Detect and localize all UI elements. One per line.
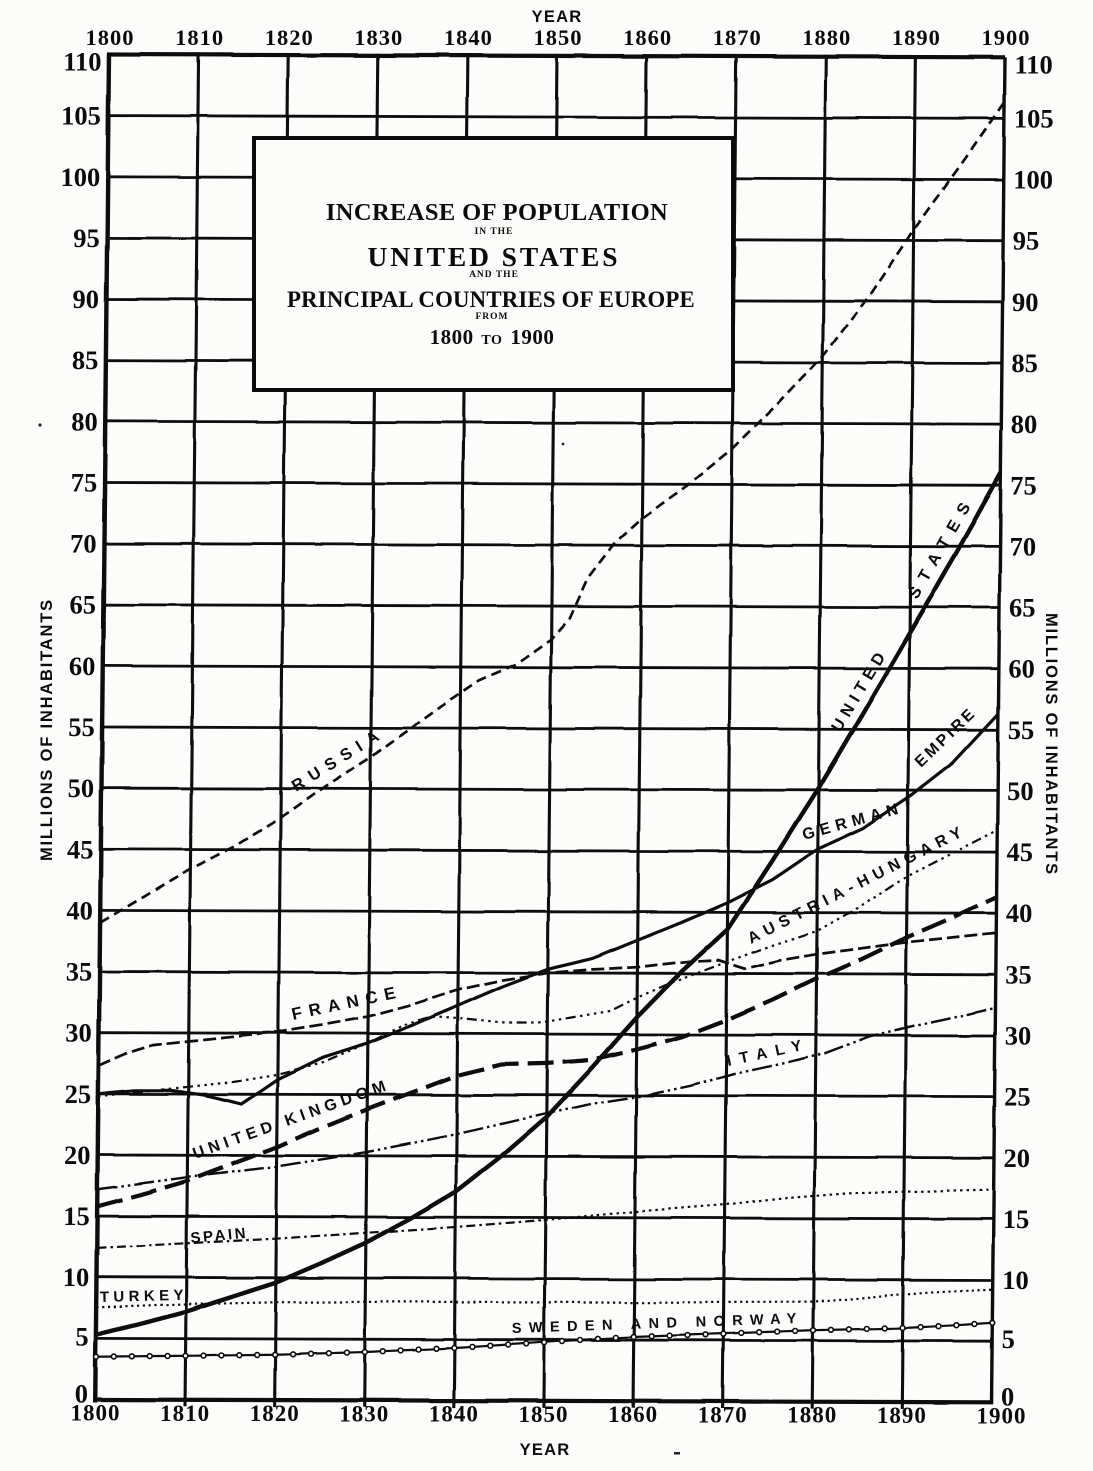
svg-text:25: 25 <box>65 1079 92 1109</box>
svg-text:1900: 1900 <box>982 25 1031 50</box>
svg-text:35: 35 <box>66 957 93 987</box>
svg-text:MILLIONS OF INHABITANTS: MILLIONS OF INHABITANTS <box>1042 613 1060 876</box>
svg-text:100: 100 <box>1013 165 1053 195</box>
svg-text:1890: 1890 <box>892 25 941 50</box>
svg-text:1900: 1900 <box>977 1403 1027 1428</box>
svg-text:IN THE: IN THE <box>475 227 514 237</box>
svg-text:90: 90 <box>73 284 100 314</box>
svg-text:1850: 1850 <box>519 1402 569 1427</box>
svg-text:TURKEY: TURKEY <box>100 1287 188 1306</box>
svg-text:5: 5 <box>1002 1324 1015 1354</box>
svg-text:110: 110 <box>63 47 101 77</box>
svg-text:10: 10 <box>63 1262 90 1292</box>
svg-text:YEAR: YEAR <box>532 8 583 26</box>
svg-text:15: 15 <box>1003 1204 1030 1234</box>
svg-text:1870: 1870 <box>713 25 762 50</box>
svg-text:50: 50 <box>1007 776 1034 806</box>
svg-text:40: 40 <box>66 895 93 925</box>
svg-text:110: 110 <box>1015 49 1053 79</box>
svg-text:40: 40 <box>1006 898 1033 928</box>
svg-text:PRINCIPAL COUNTRIES OF EUROPE: PRINCIPAL COUNTRIES OF EUROPE <box>287 287 695 312</box>
svg-text:FROM: FROM <box>475 312 508 322</box>
svg-text:1830: 1830 <box>354 25 403 50</box>
svg-text:1820: 1820 <box>265 25 314 50</box>
svg-text:1850: 1850 <box>534 25 583 50</box>
svg-text:1860: 1860 <box>623 25 672 50</box>
svg-text:95: 95 <box>73 223 100 253</box>
svg-text:INCREASE OF POPULATION: INCREASE OF POPULATION <box>326 199 668 226</box>
svg-text:85: 85 <box>72 345 99 375</box>
svg-text:0: 0 <box>1001 1381 1014 1411</box>
svg-text:SPAIN: SPAIN <box>190 1225 249 1247</box>
svg-text:80: 80 <box>1011 409 1038 439</box>
svg-text:1800: 1800 <box>86 25 135 50</box>
svg-text:90: 90 <box>1012 287 1039 317</box>
svg-text:30: 30 <box>1005 1021 1031 1051</box>
svg-text:50: 50 <box>68 773 95 803</box>
svg-text:80: 80 <box>71 406 98 436</box>
svg-text:0: 0 <box>75 1379 88 1409</box>
svg-text:100: 100 <box>61 162 101 192</box>
svg-text:75: 75 <box>1010 470 1036 500</box>
svg-text:65: 65 <box>1009 593 1036 623</box>
svg-text:5: 5 <box>75 1321 88 1351</box>
svg-text:1810: 1810 <box>175 25 224 50</box>
svg-text:45: 45 <box>67 834 94 864</box>
svg-text:15: 15 <box>63 1201 90 1231</box>
svg-text:1870: 1870 <box>698 1403 748 1428</box>
svg-text:1890: 1890 <box>877 1403 927 1428</box>
svg-text:85: 85 <box>1011 348 1038 378</box>
svg-text:1880: 1880 <box>787 1403 837 1428</box>
svg-text:1840: 1840 <box>429 1402 479 1427</box>
svg-text:65: 65 <box>70 590 97 620</box>
svg-text:70: 70 <box>70 529 97 559</box>
svg-text:30: 30 <box>65 1018 92 1048</box>
svg-text:20: 20 <box>1004 1143 1031 1173</box>
svg-text:25: 25 <box>1004 1082 1031 1112</box>
svg-text:60: 60 <box>1008 654 1035 684</box>
svg-text:1840: 1840 <box>444 25 493 50</box>
svg-text:45: 45 <box>1007 837 1034 867</box>
svg-text:75: 75 <box>71 468 98 498</box>
svg-text:AND THE: AND THE <box>469 270 519 280</box>
svg-text:1860: 1860 <box>608 1402 658 1427</box>
svg-text:55: 55 <box>68 712 95 742</box>
svg-text:55: 55 <box>1008 715 1034 745</box>
svg-text:10: 10 <box>1002 1265 1028 1295</box>
svg-text:20: 20 <box>64 1140 91 1170</box>
svg-text:1810: 1810 <box>160 1401 210 1426</box>
svg-text:105: 105 <box>1014 103 1054 133</box>
svg-text:95: 95 <box>1013 226 1039 256</box>
svg-text:35: 35 <box>1005 959 1032 989</box>
svg-text:1820: 1820 <box>250 1401 300 1426</box>
svg-text:70: 70 <box>1010 531 1037 561</box>
svg-text:YEAR: YEAR <box>520 1441 571 1459</box>
svg-text:1800: 1800 <box>71 1401 121 1426</box>
svg-text:60: 60 <box>69 651 96 681</box>
svg-text:105: 105 <box>61 101 101 131</box>
svg-text:1880: 1880 <box>802 25 851 50</box>
svg-text:MILLIONS OF INHABITANTS: MILLIONS OF INHABITANTS <box>38 598 56 861</box>
svg-text:1830: 1830 <box>339 1401 389 1426</box>
svg-text:UNITED STATES: UNITED STATES <box>368 241 621 272</box>
